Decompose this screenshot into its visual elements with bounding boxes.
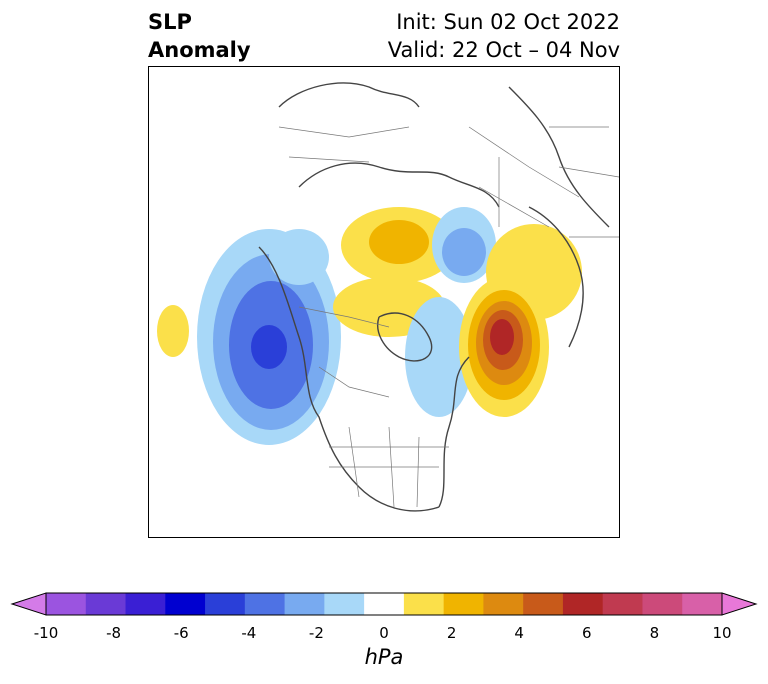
colorbar-outline bbox=[45, 592, 723, 616]
colorbar-tick-label: -2 bbox=[308, 624, 324, 642]
colorbar-tick-label: 4 bbox=[514, 624, 524, 642]
colorbar-tick-label: -10 bbox=[33, 624, 59, 642]
hawaii-high bbox=[157, 305, 189, 357]
colorbar-tick-label: 10 bbox=[712, 624, 732, 642]
colorbar-segment bbox=[483, 593, 524, 615]
colorbar-segment bbox=[46, 593, 87, 615]
title-line-1: SLP bbox=[148, 10, 192, 34]
colorbar-segment bbox=[562, 593, 604, 615]
map-title: SLP Anomaly bbox=[148, 8, 251, 64]
colorbar-tick-label: 6 bbox=[582, 624, 592, 642]
colorbar-segment bbox=[642, 593, 683, 615]
colorbar-tick-label: 2 bbox=[446, 624, 457, 642]
borders bbox=[278, 126, 619, 508]
western-alaska-low bbox=[269, 229, 329, 285]
colorbar bbox=[10, 592, 758, 616]
colorbar-extend-min bbox=[10, 592, 47, 616]
colorbar-segment bbox=[602, 593, 643, 615]
valid-range: Valid: 22 Oct – 04 Nov bbox=[387, 38, 620, 62]
colorbar-tick-label: -6 bbox=[173, 624, 189, 642]
colorbar-segments bbox=[10, 592, 758, 616]
colorbar-segment bbox=[85, 593, 127, 615]
colorbar-tick-label: -8 bbox=[106, 624, 122, 642]
colorbar-segment bbox=[284, 593, 325, 615]
coastlines bbox=[258, 82, 610, 512]
colorbar-segment bbox=[523, 593, 564, 615]
colorbar-extend-max bbox=[721, 592, 758, 616]
colorbar-segment bbox=[205, 593, 246, 615]
map-canvas bbox=[157, 82, 619, 512]
colorbar-segment bbox=[244, 593, 286, 615]
colorbar-segment bbox=[403, 593, 445, 615]
colorbar-segment bbox=[682, 593, 723, 615]
colorbar-segment bbox=[443, 593, 484, 615]
init-date: Init: Sun 02 Oct 2022 bbox=[396, 10, 620, 34]
colorbar-segment bbox=[364, 593, 405, 615]
anomaly-map bbox=[148, 66, 620, 538]
colorbar-tick-label: 0 bbox=[379, 624, 389, 642]
colorbar-segment bbox=[165, 593, 206, 615]
colorbar-tick-label: 8 bbox=[649, 624, 660, 642]
colorbar-tick-label: -4 bbox=[241, 624, 257, 642]
colorbar-unit-label: hPa bbox=[364, 645, 404, 669]
date-info: Init: Sun 02 Oct 2022 Valid: 22 Oct – 04… bbox=[388, 8, 620, 64]
colorbar-segment bbox=[324, 593, 365, 615]
anomaly-shading bbox=[157, 207, 582, 445]
colorbar-segment bbox=[125, 593, 166, 615]
title-line-2: Anomaly bbox=[148, 38, 251, 62]
